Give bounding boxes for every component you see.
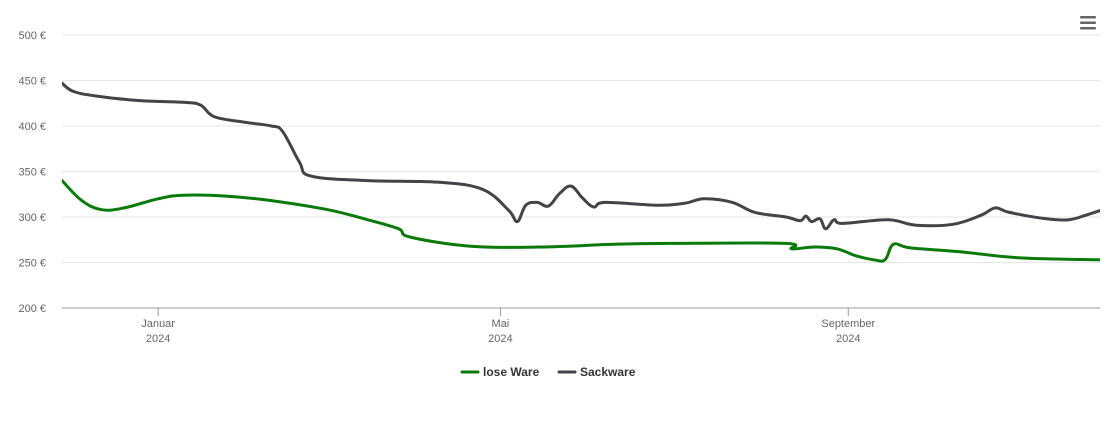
x-tick-year: 2024 bbox=[836, 333, 860, 345]
grid-lines bbox=[62, 34, 1100, 263]
legend-item-lose-ware[interactable]: lose Ware bbox=[460, 365, 540, 379]
y-tick-label: 350 € bbox=[18, 167, 46, 179]
x-tick-month: September bbox=[821, 318, 875, 330]
x-axis: Januar 2024 Mai 2024 September 2024 bbox=[62, 307, 1100, 345]
y-tick-label: 250 € bbox=[18, 258, 46, 270]
y-tick-label: 500 € bbox=[18, 30, 46, 42]
series-line-lose-ware[interactable] bbox=[62, 179, 1100, 263]
legend-label: Sackware bbox=[580, 365, 636, 379]
x-tick-year: 2024 bbox=[146, 333, 170, 345]
legend-item-sackware[interactable]: Sackware bbox=[557, 365, 636, 379]
series-group bbox=[62, 81, 1100, 263]
x-tick-month: Januar bbox=[141, 318, 175, 330]
x-tick-month: Mai bbox=[492, 318, 510, 330]
y-tick-label: 450 € bbox=[18, 76, 46, 88]
hamburger-menu-icon[interactable] bbox=[1079, 14, 1097, 32]
y-tick-label: 400 € bbox=[18, 121, 46, 133]
legend[interactable]: lose Ware Sackware bbox=[460, 365, 636, 379]
y-tick-label: 200 € bbox=[18, 303, 46, 315]
y-axis: 200 € 250 € 300 € 350 € 400 € 450 € 500 € bbox=[18, 30, 46, 315]
y-tick-label: 300 € bbox=[18, 212, 46, 224]
legend-label: lose Ware bbox=[483, 365, 540, 379]
x-tick-year: 2024 bbox=[488, 333, 512, 345]
series-line-sackware[interactable] bbox=[62, 81, 1100, 231]
